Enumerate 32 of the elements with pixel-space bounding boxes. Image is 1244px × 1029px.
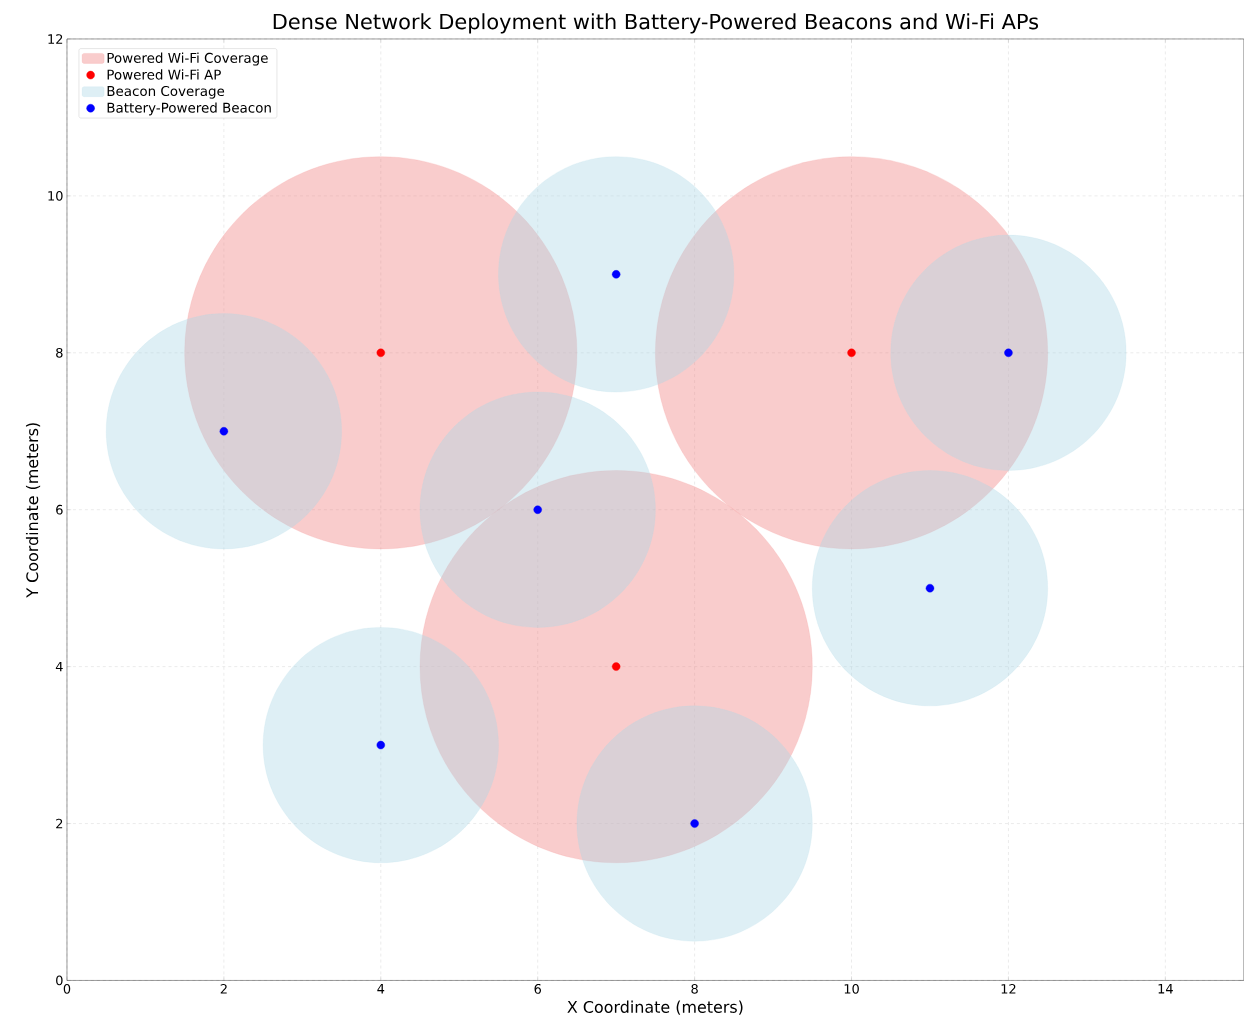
legend-label: Battery-Powered Beacon <box>107 102 271 116</box>
x-axis-title: X Coordinate (meters) <box>567 1000 743 1015</box>
legend-label: Beacon Coverage <box>107 85 225 99</box>
y-tick-label: 8 <box>56 347 63 358</box>
x-tick-label: 6 <box>534 983 542 994</box>
point <box>690 819 699 828</box>
chart-title: Dense Network Deployment with Battery-Powered Beacons and Wi-Fi APs <box>273 13 1039 34</box>
y-tick-label: 12 <box>48 33 63 44</box>
point <box>847 348 856 357</box>
x-tick-label: 10 <box>844 983 859 994</box>
point <box>376 348 385 357</box>
x-tick-label: 12 <box>1001 983 1016 994</box>
point <box>1004 348 1013 357</box>
legend-label: Powered Wi-Fi Coverage <box>107 52 268 66</box>
y-tick-label: 2 <box>56 818 63 829</box>
point <box>533 505 542 514</box>
legend-label: Powered Wi-Fi AP <box>107 69 221 80</box>
x-tick-label: 2 <box>220 983 227 994</box>
x-tick-label: 4 <box>377 983 385 994</box>
point <box>611 269 621 279</box>
point <box>611 662 621 671</box>
point <box>376 740 385 750</box>
y-tick-label: 6 <box>56 504 63 515</box>
x-tick-label: 0 <box>63 983 71 994</box>
point <box>219 426 229 436</box>
y-tick-label: 4 <box>55 661 63 672</box>
y-tick-label: 0 <box>56 975 63 986</box>
y-axis-title: Y Coordinate (meters) <box>25 422 41 598</box>
x-tick-label: 8 <box>691 983 698 994</box>
x-tick-label: 14 <box>1158 983 1173 994</box>
point <box>925 583 935 593</box>
y-tick-label: 10 <box>48 190 63 201</box>
